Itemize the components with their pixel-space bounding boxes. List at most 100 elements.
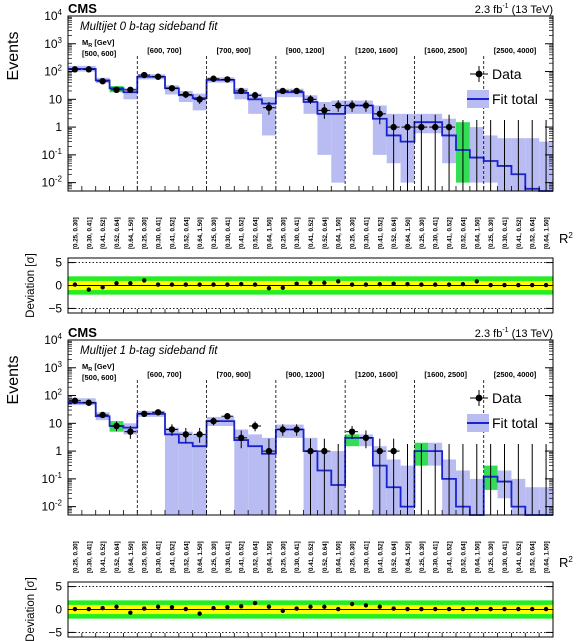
legend-fit-label: Fit total: [492, 415, 538, 431]
r2-bin-label: [0.52, 0.64]: [391, 217, 398, 249]
r2-bin-label: [0.25, 0.30]: [142, 541, 149, 573]
r2-bin-label: [0.41, 0.52]: [308, 541, 315, 573]
r2-bin-label: [0.41, 0.52]: [308, 217, 315, 249]
data-point: [251, 92, 259, 99]
deviation-point: [543, 606, 549, 612]
deviation-point: [266, 286, 272, 291]
x-axis-label-exponent: 2: [568, 555, 573, 564]
deviation-point: [225, 605, 230, 610]
y-tick-label: 102: [44, 64, 62, 79]
r2-bin-label: [0.41, 0.52]: [100, 541, 107, 573]
r2-bin-label: [0.52, 0.64]: [114, 217, 121, 249]
y-tick-base: 10: [42, 472, 56, 486]
deviation-axis-label: Deviation [σ]: [25, 577, 37, 641]
lumi-prefix: 2.3 fb: [475, 328, 503, 340]
x-axis-label-base: R: [559, 555, 568, 570]
data-point: [85, 66, 92, 73]
mr-bin-label: [1600, 2500]: [424, 46, 467, 55]
deviation-point: [72, 606, 78, 612]
deviation-point: [391, 606, 396, 611]
y-tick-base: 10: [42, 148, 56, 162]
r2-bin-label: [0.41, 0.52]: [447, 541, 454, 573]
fit-band: [303, 95, 318, 114]
r2-bin-label: [0.41, 0.52]: [377, 541, 384, 573]
data-point: [348, 102, 356, 109]
deviation-tick-label: 0: [55, 279, 62, 293]
deviation-label-text: Deviation [: [25, 587, 37, 641]
deviation-point: [252, 282, 258, 287]
mr-header: MR [GeV]: [82, 362, 115, 373]
r2-bin-label: [0.25, 0.30]: [280, 217, 287, 249]
legend-data-label: Data: [492, 66, 522, 82]
y-tick-label: 103: [44, 360, 62, 375]
deviation-point: [72, 282, 78, 287]
r2-bin-label: [0.25, 0.30]: [211, 541, 218, 573]
deviation-label-text: Deviation [: [25, 263, 37, 318]
r2-bin-label: [0.64, 1.50]: [405, 217, 412, 249]
r2-bin-label: [0.64, 1.50]: [197, 217, 204, 249]
x-axis-label-base: R: [559, 231, 568, 246]
deviation-point: [488, 282, 493, 288]
y-tick-base: 10: [44, 65, 58, 79]
deviation-point: [225, 282, 230, 287]
deviation-point: [460, 281, 466, 287]
r2-bin-label: [0.64, 1.50]: [544, 217, 551, 249]
mr-bin-label: [500, 600]: [82, 49, 117, 58]
y-tick-exponent: -2: [55, 175, 63, 184]
deviation-point: [86, 287, 91, 292]
r2-bin-label: [0.52, 0.64]: [253, 217, 260, 249]
data-point: [168, 426, 176, 433]
chart-title: Multijet 0 b-tag sideband fit: [80, 21, 218, 33]
data-point: [113, 86, 120, 94]
y-tick-base: 1: [55, 444, 62, 458]
deviation-panel: −5 0 5 Deviation [σ]: [25, 577, 554, 641]
y-tick-label: 10: [49, 416, 63, 430]
r2-bin-label: [0.52, 0.64]: [183, 541, 190, 573]
r2-bin-label: [0.52, 0.64]: [114, 541, 121, 573]
x-axis-label: R2: [559, 231, 573, 246]
data-point: [238, 87, 245, 95]
x-axis-label: R2: [559, 555, 573, 570]
deviation-point: [211, 605, 216, 611]
data-point: [418, 123, 425, 131]
deviation-point: [280, 285, 285, 290]
y-tick-exponent: 4: [58, 332, 63, 341]
deviation-point: [308, 604, 313, 609]
deviation-label-unit: σ: [25, 580, 37, 587]
data-point: [335, 102, 342, 109]
deviation-point: [114, 281, 119, 286]
data-point: [293, 426, 300, 433]
deviation-point: [419, 282, 424, 287]
r2-bin-label: [0.52, 0.64]: [530, 541, 537, 573]
r2-bin-label: [0.25, 0.30]: [72, 541, 79, 573]
deviation-point: [322, 280, 327, 285]
data-point: [390, 447, 397, 455]
data-point: [71, 397, 79, 404]
fit-uncertainty-band: [68, 65, 553, 191]
r2-bin-label: [0.25, 0.30]: [488, 217, 495, 249]
fit-band: [192, 434, 207, 515]
data-point: [127, 86, 134, 94]
r2-bin-label: [0.41, 0.52]: [377, 217, 384, 249]
deviation-label-close: ]: [25, 577, 37, 580]
deviation-point: [530, 282, 535, 288]
deviation-point: [405, 606, 410, 612]
mr-bin-label: [700, 900]: [217, 370, 252, 379]
deviation-point: [294, 281, 299, 286]
r2-bin-label: [0.64, 1.50]: [544, 541, 551, 573]
data-point: [71, 66, 79, 73]
y-tick-base: 10: [49, 92, 63, 106]
y-tick-exponent: 2: [58, 64, 63, 73]
r2-bin-label: [0.30, 0.41]: [294, 541, 301, 573]
r2-bin-label: [0.64, 1.50]: [474, 541, 481, 573]
mr-header-subscript: R: [88, 43, 92, 49]
fit-band: [331, 100, 346, 183]
lumi-exponent: -1: [502, 327, 508, 334]
r2-bin-label: [0.30, 0.41]: [294, 217, 301, 249]
deviation-label-close: ]: [25, 253, 37, 256]
deviation-point: [446, 282, 452, 287]
y-tick-base: 10: [42, 500, 56, 514]
deviation-point: [239, 604, 244, 609]
r2-bin-label: [0.64, 1.50]: [336, 217, 343, 249]
